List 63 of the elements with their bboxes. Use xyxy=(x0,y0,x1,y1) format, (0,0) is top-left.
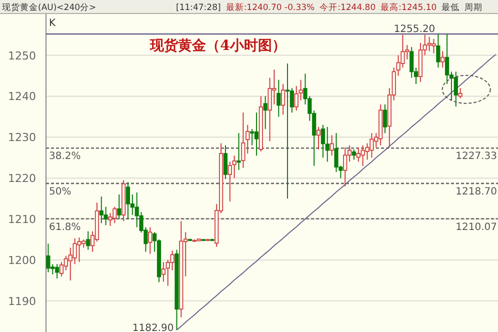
candlestick xyxy=(436,34,440,68)
candlestick xyxy=(223,144,228,180)
text: 最低 xyxy=(442,2,460,13)
candlestick xyxy=(250,128,254,146)
candlestick xyxy=(290,88,294,114)
candlestick xyxy=(117,194,122,220)
candlestick xyxy=(458,88,462,99)
candlestick xyxy=(285,62,290,200)
ref-line-label: 1227.33 xyxy=(456,151,497,162)
text: [11:47:28] xyxy=(176,3,221,13)
candlestick xyxy=(343,146,348,187)
annotation: 1255.20 xyxy=(394,24,436,35)
text: 周期 xyxy=(464,2,483,13)
candlestick xyxy=(281,83,286,116)
y-tick-label: 1230 xyxy=(8,131,36,144)
candlestick xyxy=(352,148,356,160)
candlestick xyxy=(294,85,298,112)
candlestick xyxy=(320,124,326,158)
candlestick xyxy=(440,50,445,68)
candlestick xyxy=(86,230,90,250)
candlestick xyxy=(59,262,64,277)
annotation: 1182.90 xyxy=(132,323,174,332)
candlestick xyxy=(276,79,281,118)
candlestick xyxy=(254,112,259,156)
chart-title: 现货黄金（4小时图） xyxy=(149,38,286,54)
annotation: 50% xyxy=(49,186,72,198)
candlestick xyxy=(325,126,330,162)
candlestick xyxy=(298,79,303,101)
candlestick xyxy=(330,134,334,156)
candlestick xyxy=(382,104,388,134)
candlestick xyxy=(454,71,458,107)
text: 今开:1244.80 xyxy=(320,2,376,13)
candlestick xyxy=(410,46,414,78)
annotation: 38.2% xyxy=(49,151,81,162)
text: K xyxy=(49,18,56,29)
candlestick xyxy=(246,124,250,154)
candlestick xyxy=(241,112,246,168)
candlestick xyxy=(444,34,450,84)
text: 最新:1240.70 -0.33% xyxy=(226,2,315,13)
y-tick-label: 1240 xyxy=(8,90,36,104)
text: 现货黄金(AU)<240分> xyxy=(2,2,96,13)
candlestick xyxy=(46,243,50,273)
line-series xyxy=(176,54,496,330)
y-tick-label: 1250 xyxy=(8,49,36,62)
candlestick xyxy=(263,96,268,130)
y-tick-label: 1220 xyxy=(8,172,36,186)
candlestick xyxy=(104,206,108,226)
ref-line-label: 1210.07 xyxy=(456,222,497,233)
ref-line-label: 1218.70 xyxy=(456,186,497,198)
text: 最高:1245.10 xyxy=(380,2,437,13)
candlestick xyxy=(161,262,166,282)
candlestick xyxy=(236,132,241,170)
candlestick xyxy=(232,155,236,179)
candlestick xyxy=(148,226,152,254)
candlestick xyxy=(77,236,82,263)
annotation: 61.8% xyxy=(49,222,81,233)
y-tick-label: 1210 xyxy=(8,213,36,226)
y-tick-label: 1200 xyxy=(8,254,36,267)
y-tick-label: 1190 xyxy=(8,294,36,308)
candlestick xyxy=(126,182,130,220)
candlestick xyxy=(228,161,232,202)
candlestick xyxy=(432,38,436,54)
candlestick xyxy=(316,126,321,150)
